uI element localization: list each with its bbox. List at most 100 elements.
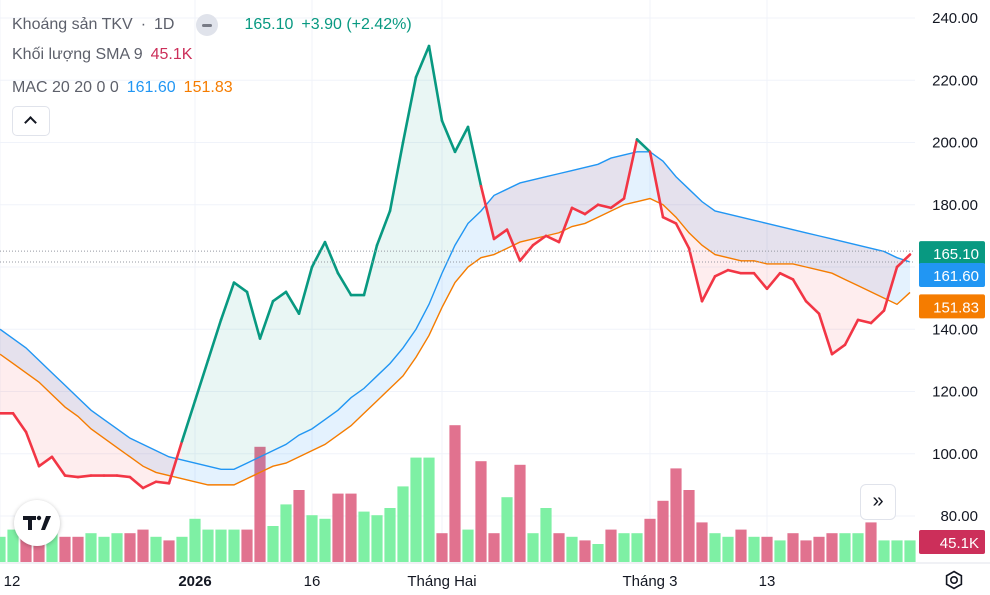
volume-bar bbox=[72, 536, 84, 562]
price-segment bbox=[24, 430, 41, 468]
price-segment bbox=[544, 234, 561, 244]
price-area-fill bbox=[78, 397, 91, 478]
symbol-name[interactable]: Khoáng sản TKV bbox=[12, 16, 133, 33]
last-price-badge: 165.10 bbox=[933, 246, 979, 263]
price-segment bbox=[50, 455, 67, 477]
volume-legend[interactable]: Khối lượng SMA 9 45.1K bbox=[12, 46, 192, 64]
tradingview-logo[interactable] bbox=[14, 500, 60, 546]
price-segment bbox=[661, 215, 678, 225]
volume-bar bbox=[631, 533, 643, 562]
price-area-fill bbox=[325, 242, 338, 420]
price-segment bbox=[11, 411, 28, 434]
tradingview-logo-icon bbox=[23, 515, 51, 530]
volume-bar bbox=[891, 540, 903, 562]
volume-bar bbox=[46, 526, 58, 562]
volume-bar bbox=[592, 544, 604, 562]
main-series-legend[interactable]: Khoáng sản TKV · 1D 165.10 +3.90 (+2.42%… bbox=[12, 14, 412, 36]
volume-bar bbox=[124, 533, 136, 562]
market-status-icon[interactable] bbox=[196, 14, 219, 36]
price-segment bbox=[596, 203, 613, 210]
price-segment bbox=[791, 278, 808, 303]
price-segment bbox=[141, 480, 158, 490]
price-area-fill bbox=[247, 291, 260, 464]
price-segment bbox=[817, 312, 834, 356]
gear-icon[interactable] bbox=[944, 570, 964, 590]
volume-bar bbox=[865, 522, 877, 562]
volume-bar bbox=[280, 504, 292, 562]
collapse-legend-button[interactable] bbox=[12, 106, 50, 136]
price-area-fill bbox=[533, 176, 546, 246]
volume-bar bbox=[566, 536, 578, 562]
volume-bar bbox=[59, 536, 71, 562]
price-area-fill bbox=[468, 126, 481, 224]
price-segment bbox=[804, 299, 821, 315]
price-segment bbox=[674, 222, 691, 250]
last-price-value: 165.10 bbox=[244, 16, 294, 33]
y-tick-label: 80.00 bbox=[940, 508, 978, 525]
x-tick-label: Tháng Hai bbox=[407, 573, 476, 590]
mac-upper-badge-bg bbox=[919, 263, 985, 288]
price-segment bbox=[609, 197, 626, 210]
volume-bar bbox=[345, 493, 357, 562]
price-area-fill bbox=[299, 267, 312, 436]
volume-bar bbox=[709, 533, 721, 562]
price-area-fill bbox=[0, 329, 13, 414]
volume-bar bbox=[826, 533, 838, 562]
interval-label[interactable]: 1D bbox=[154, 16, 175, 33]
mac-legend[interactable]: MAC 20 20 0 0 161.60 151.83 bbox=[12, 79, 233, 97]
price-area-fill bbox=[494, 189, 507, 239]
volume-bar bbox=[306, 515, 318, 562]
volume-bar bbox=[20, 529, 32, 562]
price-segment bbox=[492, 228, 509, 241]
price-area-fill bbox=[65, 385, 78, 478]
volume-bar bbox=[371, 515, 383, 562]
mac-bands bbox=[0, 151, 911, 486]
price-segment bbox=[310, 240, 327, 269]
y-tick-label: 220.00 bbox=[932, 72, 978, 89]
mac-upper-value: 161.60 bbox=[126, 79, 176, 96]
price-segment bbox=[115, 474, 132, 479]
price-area-fill bbox=[520, 179, 533, 261]
time-axis[interactable]: 12 2026 16 Tháng Hai Tháng 3 13 bbox=[4, 573, 776, 590]
volume-indicator-label: Khối lượng SMA 9 bbox=[12, 46, 143, 63]
mac-lower-value: 151.83 bbox=[183, 79, 233, 96]
volume-bar bbox=[839, 533, 851, 562]
price-area-fill bbox=[273, 291, 286, 451]
price-segment bbox=[63, 474, 80, 479]
volume-bar bbox=[163, 540, 175, 562]
price-area-fill bbox=[611, 154, 624, 208]
volume-bar bbox=[683, 490, 695, 562]
y-tick-label: 180.00 bbox=[932, 197, 978, 214]
volume-bar bbox=[813, 536, 825, 562]
volume-bar bbox=[527, 533, 539, 562]
price-segment bbox=[128, 475, 145, 490]
price-area-fill bbox=[871, 248, 884, 324]
price-area-fill bbox=[338, 273, 351, 411]
volume-bar bbox=[332, 493, 344, 562]
price-segment bbox=[830, 343, 847, 356]
price-segment bbox=[453, 125, 470, 154]
price-area-fill bbox=[858, 245, 871, 324]
x-tick-label: Tháng 3 bbox=[622, 573, 677, 590]
volume-bar bbox=[241, 529, 253, 562]
price-area-fill bbox=[91, 410, 104, 476]
price-segment bbox=[323, 240, 340, 275]
volume-bar bbox=[189, 518, 201, 562]
volume-bar bbox=[514, 464, 526, 562]
volume-bar bbox=[293, 490, 305, 562]
price-area-fill bbox=[39, 360, 52, 467]
price-area-fill bbox=[507, 182, 520, 261]
legend-separator: · bbox=[140, 16, 147, 33]
volume-bar bbox=[657, 500, 669, 562]
price-area-fill bbox=[143, 444, 156, 488]
price-segment bbox=[869, 309, 886, 325]
price-area-fill bbox=[663, 161, 676, 224]
volume-bar bbox=[202, 529, 214, 562]
scroll-to-realtime-button[interactable]: » bbox=[860, 484, 896, 520]
price-segment bbox=[700, 275, 717, 303]
volume-bar bbox=[33, 533, 45, 562]
price-line bbox=[0, 44, 915, 490]
price-area-fill bbox=[351, 295, 364, 398]
volume-bar bbox=[644, 518, 656, 562]
